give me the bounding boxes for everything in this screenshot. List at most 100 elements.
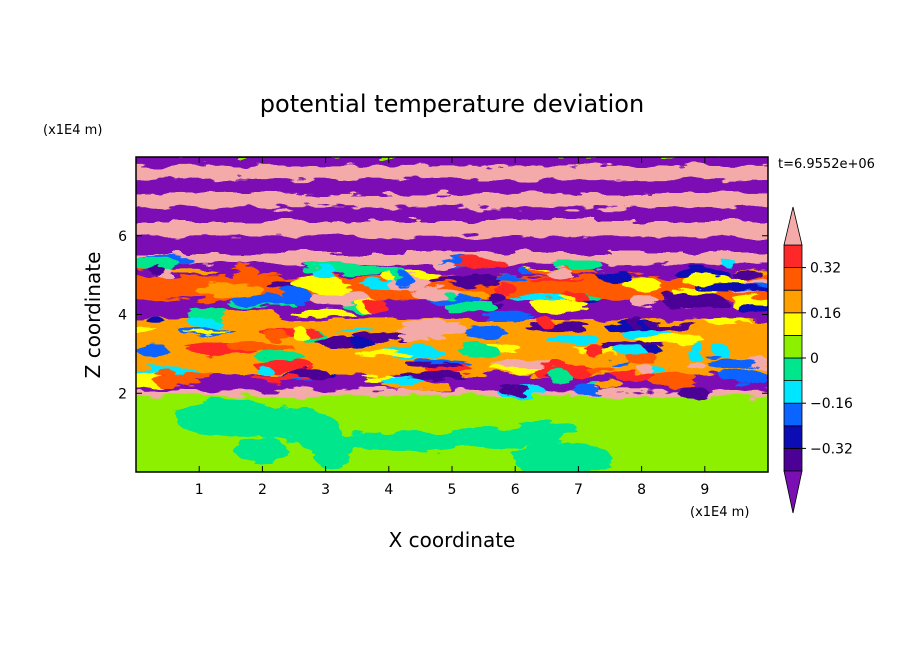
colorbar-segment xyxy=(783,334,803,359)
contour-cell xyxy=(676,385,708,398)
contour-cell xyxy=(647,323,701,331)
contour-cell xyxy=(182,328,230,333)
contour-cell xyxy=(293,326,307,342)
y-axis: 2 4 6 xyxy=(118,229,768,402)
colorbar-extend-top xyxy=(783,206,803,246)
contour-cell xyxy=(256,365,272,375)
contour-band xyxy=(136,219,768,237)
contour-cell xyxy=(493,282,517,296)
contour-cell xyxy=(459,344,500,358)
colorbar-segment xyxy=(783,447,803,472)
contour-cell xyxy=(549,369,571,386)
contour-cell xyxy=(545,267,574,279)
contour-cell xyxy=(537,316,552,327)
contour-cell xyxy=(545,336,600,344)
contour-cell xyxy=(452,258,507,269)
contour-cell xyxy=(583,343,603,356)
contour-cell xyxy=(400,371,463,379)
contour-cell xyxy=(290,369,329,379)
contour-band xyxy=(136,388,768,397)
contour-cell xyxy=(532,298,590,314)
contour-cell xyxy=(525,344,576,361)
contour-cell xyxy=(363,299,388,312)
contour-cell xyxy=(595,379,624,391)
colorbar-label: 0.16 xyxy=(810,306,841,322)
contour-cell xyxy=(194,282,265,297)
colorbar-segment xyxy=(783,289,803,314)
contour-cell xyxy=(227,342,294,351)
colorbar-label: 0 xyxy=(810,351,819,367)
x-axis-label: X coordinate xyxy=(389,528,516,552)
contour-cell xyxy=(613,345,646,355)
contour-cell xyxy=(621,277,662,291)
contour-cell xyxy=(634,334,704,344)
contour-cell xyxy=(636,364,653,372)
contour-cell xyxy=(464,327,508,340)
contour-cell xyxy=(573,384,600,395)
contour-cell xyxy=(429,298,475,305)
contour-cell xyxy=(137,343,168,358)
colorbar-segment xyxy=(783,267,803,291)
x-tick-label: 1 xyxy=(195,482,204,498)
contour-cell xyxy=(608,360,631,366)
contour-cell xyxy=(149,266,166,275)
contour-cell xyxy=(518,420,577,435)
contour-cell xyxy=(333,326,375,332)
contour-cell xyxy=(154,377,201,387)
contour-cell xyxy=(528,276,585,282)
contour-cell xyxy=(704,318,751,325)
contour-cell xyxy=(229,265,260,281)
contour-cell xyxy=(628,314,642,329)
contour-plot-area xyxy=(136,157,768,472)
contour-cell xyxy=(290,311,356,318)
contour-cell xyxy=(497,430,540,446)
colorbar: 0.32 0.16 0 −0.16 −0.32 xyxy=(783,206,853,514)
y-axis-label: Z coordinate xyxy=(81,252,105,379)
y-tick-label: 2 xyxy=(118,386,127,402)
contour-cell xyxy=(394,273,414,289)
contour-cell xyxy=(234,319,303,325)
contour-cell xyxy=(355,351,412,358)
contour-cell xyxy=(294,413,342,451)
contour-cell xyxy=(231,293,293,306)
time-label: t=6.9552e+06 xyxy=(778,157,875,172)
contour-band xyxy=(136,163,768,180)
colorbar-label: 0.32 xyxy=(810,261,841,277)
colorbar-segment xyxy=(783,312,803,336)
contour-cell xyxy=(161,269,219,274)
contour-cell xyxy=(497,385,531,394)
contour-cell xyxy=(235,437,287,464)
contour-cell xyxy=(693,283,761,292)
contour-cell xyxy=(312,265,338,281)
contour-cell xyxy=(254,350,304,362)
x-tick-label: 8 xyxy=(637,482,646,498)
contour-cell xyxy=(341,431,457,452)
colorbar-label: −0.16 xyxy=(810,396,853,412)
contour-cell xyxy=(586,367,617,373)
colorbar-label: −0.32 xyxy=(810,441,853,457)
contour-cell xyxy=(721,258,736,268)
contour-cell xyxy=(490,360,555,368)
x-tick-label: 5 xyxy=(448,482,457,498)
colorbar-segment xyxy=(783,402,803,427)
contour-band xyxy=(136,191,768,208)
y-unit-label: (x1E4 m) xyxy=(43,123,102,138)
contour-cell xyxy=(395,321,467,337)
contour-cell xyxy=(687,362,707,370)
contour-cell xyxy=(155,371,215,379)
contour-cell xyxy=(489,309,531,318)
contour-cell xyxy=(136,256,181,271)
contour-cell xyxy=(380,376,425,387)
contour-cell xyxy=(669,294,727,310)
contour-cell xyxy=(175,399,282,438)
contour-cell xyxy=(290,275,346,291)
contour-cell xyxy=(611,370,659,380)
x-axis: 1 2 3 4 5 6 7 8 9 xyxy=(195,157,709,498)
contour-cell xyxy=(707,359,758,370)
contour-details xyxy=(136,253,768,472)
colorbar-segment xyxy=(783,357,803,382)
colorbar-segment xyxy=(783,380,803,404)
x-tick-label: 9 xyxy=(700,482,709,498)
contour-cell xyxy=(314,337,353,347)
